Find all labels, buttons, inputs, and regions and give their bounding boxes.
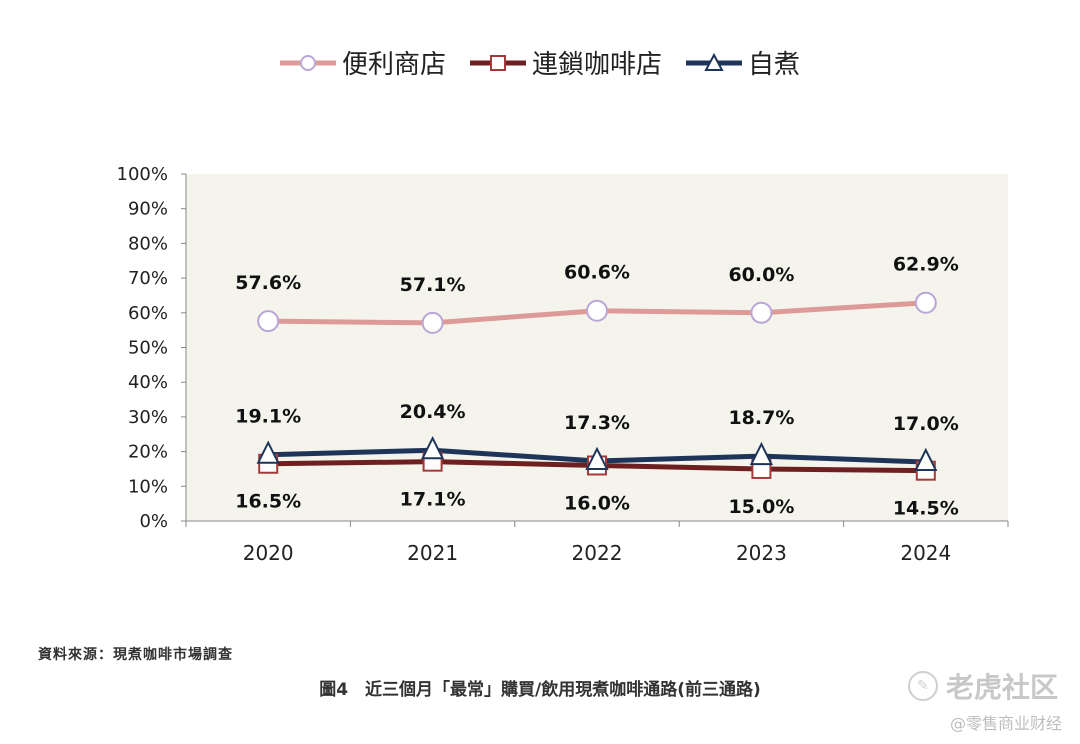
data-point xyxy=(914,447,938,472)
y-tick-label: 70% xyxy=(128,268,168,289)
legend-item-home-brew: 自煮 xyxy=(686,44,800,81)
x-tick-label: 2023 xyxy=(736,541,787,565)
data-label: 16.5% xyxy=(235,491,301,513)
data-label: 60.0% xyxy=(728,264,794,286)
y-tick-label: 50% xyxy=(128,338,168,359)
chart-legend: 便利商店 連鎖咖啡店 自煮 xyxy=(0,44,1080,81)
data-point xyxy=(420,435,445,460)
x-tick-label: 2021 xyxy=(407,541,458,565)
data-label: 14.5% xyxy=(893,498,959,520)
data-label: 57.6% xyxy=(235,272,301,294)
data-point xyxy=(914,291,937,314)
data-label: 16.0% xyxy=(564,492,630,514)
y-tick-label: 0% xyxy=(139,511,168,532)
data-point xyxy=(585,446,609,470)
legend-swatch-triangle xyxy=(686,52,742,71)
data-label: 15.0% xyxy=(728,496,794,518)
legend-label: 便利商店 xyxy=(341,50,446,80)
data-label: 17.1% xyxy=(400,489,466,511)
source-note: 資料來源：現煮咖啡市場調查 xyxy=(38,647,233,663)
y-tick-label: 100% xyxy=(117,164,168,185)
legend-item-coffee-chain: 連鎖咖啡店 xyxy=(469,44,662,81)
y-tick-label: 80% xyxy=(128,233,168,254)
legend-item-convenience-store: 便利商店 xyxy=(279,44,446,81)
data-label: 18.7% xyxy=(728,407,794,429)
watermark-brand-text: 老虎社区 xyxy=(946,671,1059,704)
data-point xyxy=(257,310,280,333)
y-tick-label: 60% xyxy=(128,303,168,324)
data-label: 17.3% xyxy=(564,412,630,434)
data-label: 19.1% xyxy=(235,406,301,428)
data-label: 57.1% xyxy=(400,274,466,296)
figure-caption: 圖4 近三個月「最常」購買/飲用現煮咖啡通路(前三通路) xyxy=(319,680,761,700)
data-point xyxy=(421,311,444,334)
data-label: 60.6% xyxy=(564,262,630,284)
x-tick-label: 2020 xyxy=(243,541,294,565)
watermark-brand: ✎ 老虎社区 xyxy=(908,666,1058,706)
watermark-handle: @零售商业财经 xyxy=(949,714,1062,733)
data-label: 17.0% xyxy=(893,413,959,435)
data-point xyxy=(749,441,774,466)
legend-label: 連鎖咖啡店 xyxy=(531,50,662,80)
x-tick-label: 2024 xyxy=(900,541,951,565)
data-label: 62.9% xyxy=(893,254,959,276)
data-point xyxy=(586,299,608,322)
y-tick-label: 40% xyxy=(128,372,168,393)
legend-swatch-circle xyxy=(279,54,336,71)
y-tick-label: 30% xyxy=(128,407,168,428)
data-label: 20.4% xyxy=(400,401,466,423)
y-tick-label: 20% xyxy=(128,442,168,463)
data-point xyxy=(256,440,280,464)
data-point xyxy=(750,301,773,324)
y-tick-label: 10% xyxy=(128,476,168,497)
x-tick-label: 2022 xyxy=(572,541,623,565)
watermark-logo-icon: ✎ xyxy=(908,671,938,701)
legend-label: 自煮 xyxy=(748,50,801,80)
legend-swatch-square xyxy=(469,54,526,71)
y-tick-label: 90% xyxy=(128,199,168,220)
